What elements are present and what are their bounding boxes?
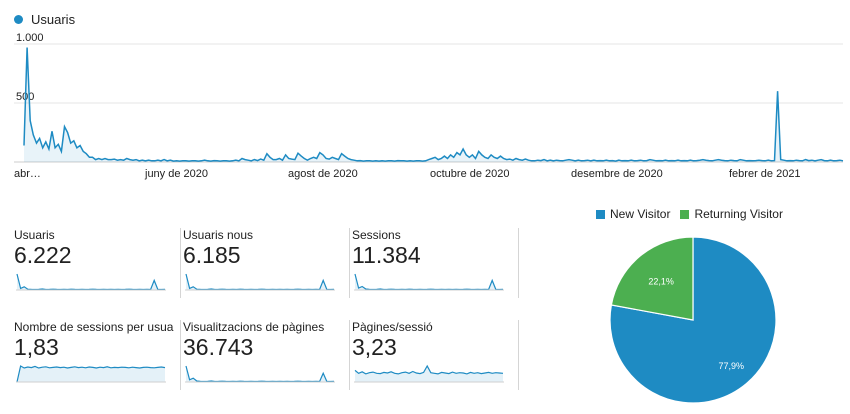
sparkline-line — [185, 273, 335, 291]
series-area — [24, 47, 843, 162]
pie-legend-new-visitor-label: New Visitor — [610, 207, 671, 221]
x-tick-label: desembre de 2020 — [571, 168, 663, 180]
metric-sparkline — [185, 273, 335, 291]
metric-sparkline — [16, 365, 166, 383]
metric-label: Usuaris nous — [183, 228, 254, 242]
pie-slice-returning-visitor[interactable] — [610, 236, 694, 321]
sparkline-area — [355, 366, 503, 382]
pie-legend-new-visitor[interactable]: New Visitor — [596, 207, 670, 221]
metric-value: 36.743 — [183, 334, 254, 360]
y-tick-label: 1.000 — [16, 32, 44, 44]
metric-label: Usuaris — [14, 228, 55, 242]
metric-label: Pàgines/sessió — [352, 320, 433, 334]
sparkline-area — [186, 274, 334, 290]
returning-visitor-swatch-icon — [680, 209, 690, 219]
metric-label: Visualitzacions de pàgines — [183, 320, 325, 334]
metric-sparkline — [16, 273, 166, 291]
series-dot-icon — [14, 15, 23, 24]
pie-legend-returning-visitor-label: Returning Visitor — [694, 207, 783, 221]
pie-legend: New Visitor Returning Visitor — [596, 207, 793, 221]
x-tick-label: abr… — [14, 168, 41, 180]
sparkline-area — [355, 274, 503, 290]
metric-tile[interactable]: Pàgines/sessió 3,23 — [352, 320, 519, 390]
pie-slice-new-visitor[interactable] — [609, 236, 777, 404]
sparkline-area — [17, 274, 165, 290]
metric-tile[interactable]: Nombre de sessions per usuari 1,83 — [14, 320, 181, 390]
sparkline-area — [17, 366, 165, 382]
x-tick-label: agost de 2020 — [288, 168, 358, 180]
metric-sparkline — [354, 273, 504, 291]
sparkline-line — [16, 365, 166, 383]
sparkline-area — [186, 366, 334, 382]
metric-sparkline — [354, 364, 504, 383]
sparkline-line — [185, 365, 335, 383]
metric-value: 1,83 — [14, 334, 59, 360]
sparkline-line — [16, 273, 166, 291]
metric-label: Sessions — [352, 228, 401, 242]
metric-label: Nombre de sessions per usuari — [14, 320, 174, 334]
metric-value: 11.384 — [352, 242, 421, 268]
pie-legend-returning-visitor[interactable]: Returning Visitor — [680, 207, 783, 221]
new-visitor-swatch-icon — [596, 209, 605, 219]
metric-value: 6.185 — [183, 242, 241, 268]
pie-slice-label: 22,1% — [648, 277, 674, 287]
pie-slice-label: 77,9% — [718, 361, 744, 371]
visitor-pie-chart[interactable]: 77,9% 22,1% — [605, 232, 785, 412]
sparkline-line — [354, 364, 504, 375]
metric-tile[interactable]: Sessions 11.384 — [352, 228, 519, 298]
metric-tile[interactable]: Usuaris nous 6.185 — [183, 228, 350, 298]
metric-tile[interactable]: Visualitzacions de pàgines 36.743 — [183, 320, 350, 390]
sparkline-line — [354, 273, 504, 291]
metric-value: 6.222 — [14, 242, 72, 268]
metric-tile[interactable]: Usuaris 6.222 — [14, 228, 181, 298]
x-tick-label: juny de 2020 — [144, 168, 208, 180]
x-tick-label: febrer de 2021 — [729, 168, 801, 180]
metric-value: 3,23 — [352, 334, 397, 360]
metric-sparkline — [185, 365, 335, 383]
timeline-legend[interactable]: Usuaris — [14, 12, 75, 27]
x-tick-label: octubre de 2020 — [430, 168, 510, 180]
series-line-usuaris[interactable] — [23, 47, 844, 162]
timeline-legend-label: Usuaris — [31, 12, 76, 27]
